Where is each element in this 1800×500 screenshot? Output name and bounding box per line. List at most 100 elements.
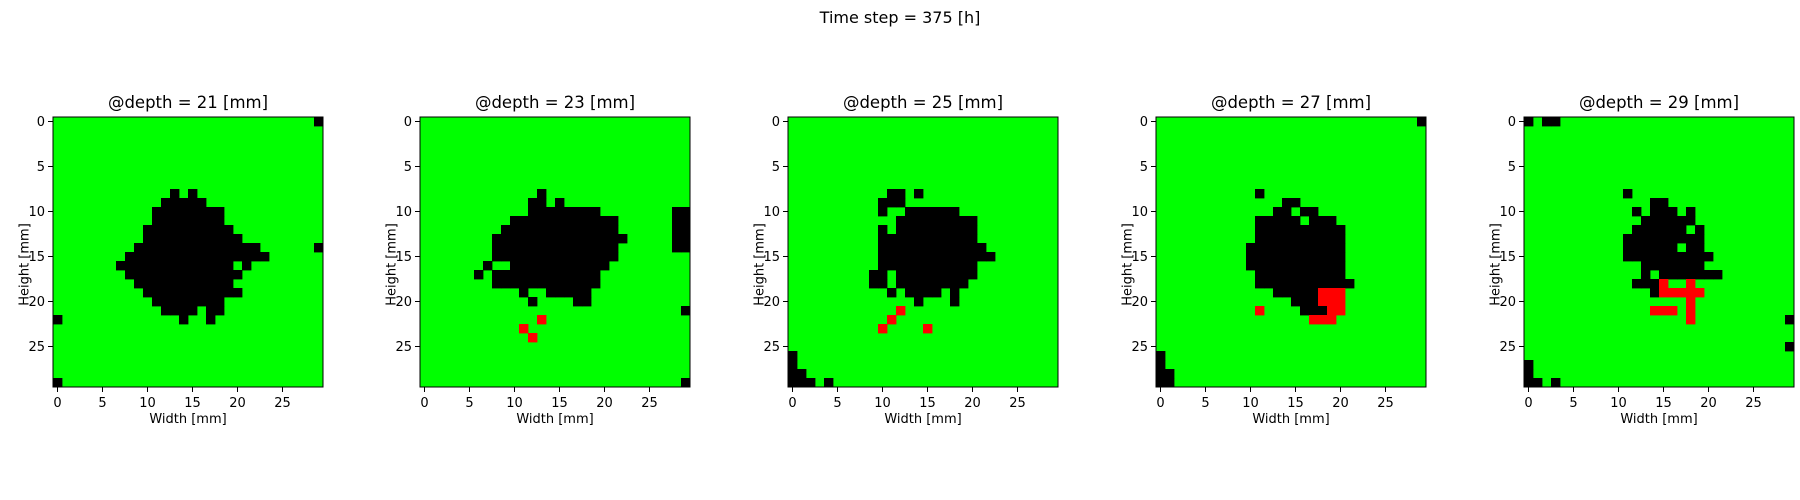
y-tick-label: 25 [1499, 340, 1516, 355]
necrotic-cell [134, 270, 144, 280]
necrotic-cell [564, 252, 574, 262]
necrotic-cell [537, 234, 547, 244]
x-tick-label: 15 [1655, 396, 1672, 411]
necrotic-cell [170, 198, 180, 208]
necrotic-cell [170, 207, 180, 217]
necrotic-cell [143, 270, 153, 280]
necrotic-cell [1650, 198, 1660, 208]
necrotic-cell [1632, 243, 1642, 253]
necrotic-cell [1659, 198, 1669, 208]
panel-title: @depth = 21 [mm] [107, 93, 269, 112]
necrotic-cell [1246, 252, 1256, 262]
necrotic-cell [905, 216, 915, 226]
necrotic-cell [1686, 207, 1696, 217]
necrotic-cell [1282, 198, 1292, 208]
necrotic-cell [923, 288, 933, 298]
necrotic-cell [197, 270, 207, 280]
necrotic-cell [188, 306, 198, 316]
necrotic-cell [788, 360, 798, 370]
necrotic-cell [206, 279, 216, 289]
necrotic-cell [1336, 279, 1346, 289]
necrotic-cell [591, 261, 601, 271]
necrotic-cell [923, 270, 933, 280]
necrotic-cell [564, 207, 574, 217]
necrotic-cell [224, 252, 234, 262]
necrotic-cell [170, 261, 180, 271]
y-tick-label: 5 [1508, 160, 1516, 175]
necrotic-cell [582, 216, 592, 226]
necrotic-cell [1300, 207, 1310, 217]
necrotic-cell [197, 252, 207, 262]
necrotic-cell [905, 288, 915, 298]
necrotic-cell [932, 261, 942, 271]
necrotic-cell [1659, 270, 1669, 280]
necrotic-cell [188, 207, 198, 217]
necrotic-cell [941, 225, 951, 235]
necrotic-cell [591, 225, 601, 235]
necrotic-cell [483, 261, 493, 271]
necrotic-cell [206, 270, 216, 280]
necrotic-cell [959, 261, 969, 271]
x-axis-label: Width [mm] [149, 412, 227, 427]
necrotic-cell [959, 234, 969, 244]
necrotic-cell [206, 216, 216, 226]
necrotic-cell [170, 243, 180, 253]
necrotic-cell [188, 216, 198, 226]
necrotic-cell [537, 270, 547, 280]
necrotic-cell [1704, 252, 1714, 262]
necrotic-cell [143, 288, 153, 298]
necrotic-cell [887, 261, 897, 271]
necrotic-cell [905, 252, 915, 262]
necrotic-cell [869, 270, 879, 280]
necrotic-cell [188, 243, 198, 253]
necrotic-cell [1282, 288, 1292, 298]
necrotic-cell [179, 234, 189, 244]
necrotic-cell [1641, 225, 1651, 235]
necrotic-cell [242, 252, 252, 262]
necrotic-cell [681, 243, 691, 253]
necrotic-cell [215, 225, 225, 235]
necrotic-cell [950, 234, 960, 244]
necrotic-cell [1309, 270, 1319, 280]
necrotic-cell [519, 225, 529, 235]
necrotic-cell [573, 252, 583, 262]
necrotic-cell [1327, 261, 1337, 271]
necrotic-cell [950, 243, 960, 253]
necrotic-cell [537, 252, 547, 262]
necrotic-cell [923, 279, 933, 289]
necrotic-cell [1300, 297, 1310, 307]
necrotic-cell [537, 279, 547, 289]
x-tick-label: 25 [274, 396, 291, 411]
necrotic-cell [923, 252, 933, 262]
y-tick-label: 0 [1508, 115, 1516, 130]
heatmap-svg: 0 5 10 15 20 25 0 5 10 15 20 25 [28, 115, 324, 411]
necrotic-cell [528, 225, 538, 235]
necrotic-cell [941, 207, 951, 217]
necrotic-cell [528, 207, 538, 217]
necrotic-cell [887, 243, 897, 253]
necrotic-cell [206, 297, 216, 307]
necrotic-cell [1156, 351, 1166, 361]
necrotic-cell [1668, 216, 1678, 226]
necrotic-cell [905, 225, 915, 235]
necrotic-cell [537, 207, 547, 217]
necrotic-cell [905, 270, 915, 280]
necrotic-cell [134, 279, 144, 289]
necrotic-cell [1695, 261, 1705, 271]
x-tick-label: 20 [1332, 396, 1349, 411]
necrotic-cell [143, 279, 153, 289]
necrotic-cell [941, 243, 951, 253]
necrotic-cell [492, 234, 502, 244]
necrotic-cell [1336, 270, 1346, 280]
necrotic-cell [600, 261, 610, 271]
necrotic-cell [1668, 207, 1678, 217]
necrotic-cell [188, 198, 198, 208]
tumor-cell [1327, 288, 1337, 298]
necrotic-cell [170, 297, 180, 307]
necrotic-cell [1686, 216, 1696, 226]
necrotic-cell [161, 279, 171, 289]
necrotic-cell [161, 243, 171, 253]
necrotic-cell [609, 216, 619, 226]
necrotic-cell [492, 279, 502, 289]
necrotic-cell [681, 306, 691, 316]
